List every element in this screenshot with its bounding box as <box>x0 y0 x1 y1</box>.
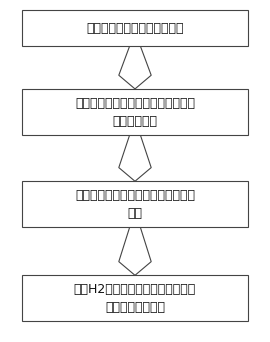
Polygon shape <box>119 46 151 89</box>
Polygon shape <box>119 227 151 275</box>
Polygon shape <box>119 135 151 181</box>
Text: 采用直接变换建立核反应模型对应的
离散状态方程: 采用直接变换建立核反应模型对应的 离散状态方程 <box>75 96 195 128</box>
Text: 确定铑自给能探测器电流的瞬时响应
份额: 确定铑自给能探测器电流的瞬时响应 份额 <box>75 189 195 220</box>
Bar <box>22 10 248 46</box>
Text: 建立铑与热中子的核反应模型: 建立铑与热中子的核反应模型 <box>86 22 184 35</box>
Bar <box>22 181 248 227</box>
Bar <box>22 89 248 135</box>
Bar <box>22 275 248 321</box>
Text: 利用H2滤波器对铑自给能探测器电
流信号作延迟消除: 利用H2滤波器对铑自给能探测器电 流信号作延迟消除 <box>74 283 196 314</box>
